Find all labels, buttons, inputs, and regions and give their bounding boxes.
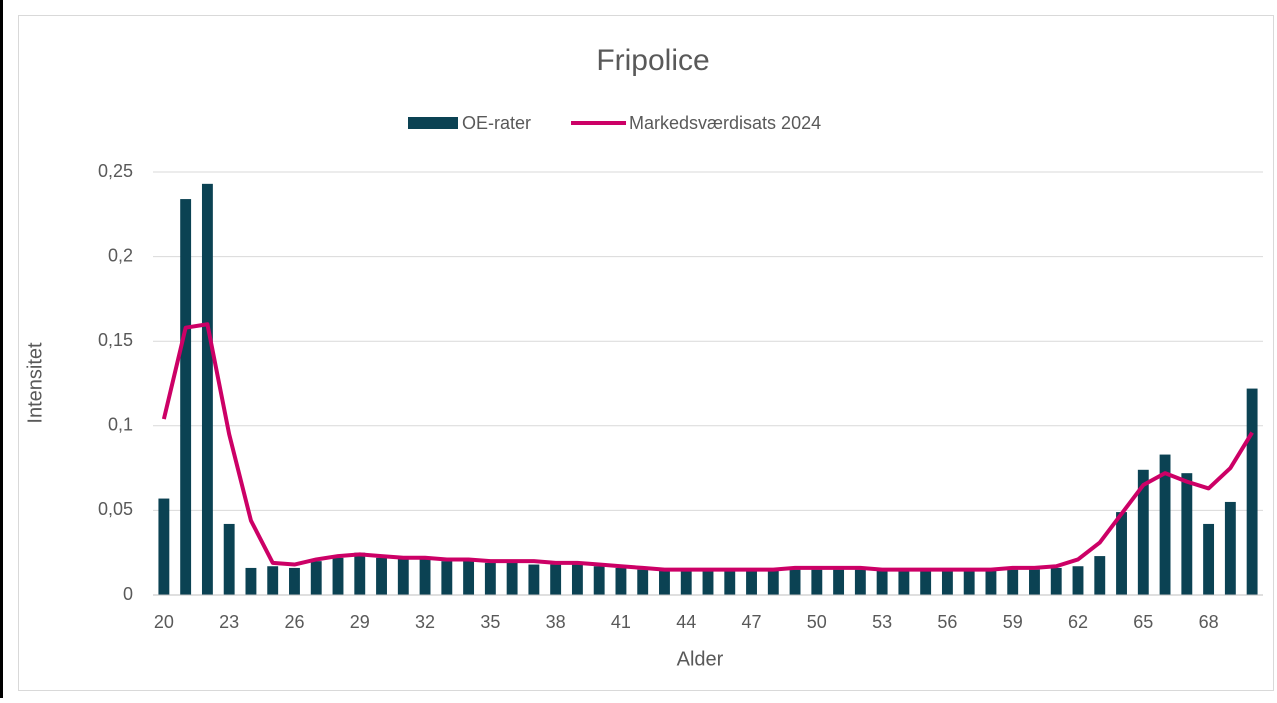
bar	[1224, 501, 1236, 595]
bar	[854, 569, 866, 595]
x-tick-label: 20	[154, 612, 174, 632]
x-axis-label: Alder	[677, 648, 724, 670]
bar	[746, 569, 757, 595]
bar	[637, 569, 649, 595]
x-tick-label: 56	[937, 612, 957, 632]
legend-label: OE-rater	[462, 113, 531, 133]
bar	[833, 569, 845, 595]
y-tick-label: 0,2	[108, 245, 133, 265]
bar	[332, 557, 344, 595]
bar	[593, 566, 605, 595]
legend-label: Markedsværdisats 2024	[629, 113, 821, 133]
x-tick-label: 32	[415, 612, 435, 632]
bar	[571, 564, 583, 595]
legend-swatch	[408, 117, 458, 129]
bar	[1072, 566, 1084, 595]
x-tick-label: 59	[1003, 612, 1023, 632]
bar	[528, 564, 540, 595]
y-tick-label: 0,1	[108, 415, 133, 435]
x-tick-label: 29	[350, 612, 370, 632]
bar	[724, 569, 736, 595]
bar	[898, 569, 910, 595]
bar	[158, 498, 170, 595]
bar	[180, 199, 192, 595]
bar	[201, 183, 213, 595]
x-tick-label: 38	[546, 612, 566, 632]
bar	[1007, 569, 1019, 595]
x-tick-label: 62	[1068, 612, 1088, 632]
bar	[1181, 473, 1193, 595]
bar	[376, 557, 387, 595]
x-tick-label: 68	[1199, 612, 1219, 632]
bar	[223, 523, 235, 595]
y-tick-label: 0,15	[98, 330, 133, 350]
bar	[354, 552, 366, 595]
bar	[811, 569, 823, 595]
bar	[550, 564, 562, 595]
bar	[310, 561, 322, 595]
bar	[876, 569, 888, 595]
bar	[1203, 523, 1215, 595]
bar	[963, 569, 975, 595]
x-tick-label: 23	[219, 612, 239, 632]
line	[161, 322, 1254, 572]
x-tick-label: 53	[872, 612, 892, 632]
bar	[659, 569, 670, 595]
x-tick-label: 35	[480, 612, 500, 632]
bar	[267, 566, 279, 595]
bar	[506, 562, 518, 595]
x-tick-label: 41	[611, 612, 631, 632]
x-tick-label: 50	[807, 612, 827, 632]
bar	[1050, 567, 1062, 595]
bar	[1029, 569, 1040, 595]
bar	[419, 559, 431, 595]
bar	[1246, 388, 1258, 595]
bar	[1159, 454, 1171, 595]
y-tick-label: 0	[123, 584, 133, 604]
bar	[767, 569, 779, 595]
x-tick-label: 26	[284, 612, 304, 632]
bar	[702, 569, 714, 595]
bar	[245, 567, 257, 595]
bar	[680, 569, 692, 595]
bar	[397, 557, 409, 595]
bar	[441, 561, 453, 595]
y-tick-label: 0,25	[98, 161, 133, 181]
bar	[985, 569, 997, 595]
y-tick-label: 0,05	[98, 499, 133, 519]
bar	[289, 567, 300, 595]
bar	[941, 569, 953, 595]
x-tick-label: 47	[742, 612, 762, 632]
chart-title: Fripolice	[596, 44, 709, 77]
bar	[463, 561, 475, 595]
bar	[920, 569, 932, 595]
bar	[1094, 556, 1106, 595]
y-axis-label: Intensitet	[24, 342, 46, 424]
bar	[1137, 469, 1149, 595]
bar	[789, 569, 801, 595]
bar	[484, 562, 496, 595]
bar	[1116, 512, 1127, 595]
x-tick-label: 44	[676, 612, 696, 632]
frame-edge	[0, 0, 3, 698]
x-tick-label: 65	[1133, 612, 1153, 632]
bar	[615, 567, 627, 595]
